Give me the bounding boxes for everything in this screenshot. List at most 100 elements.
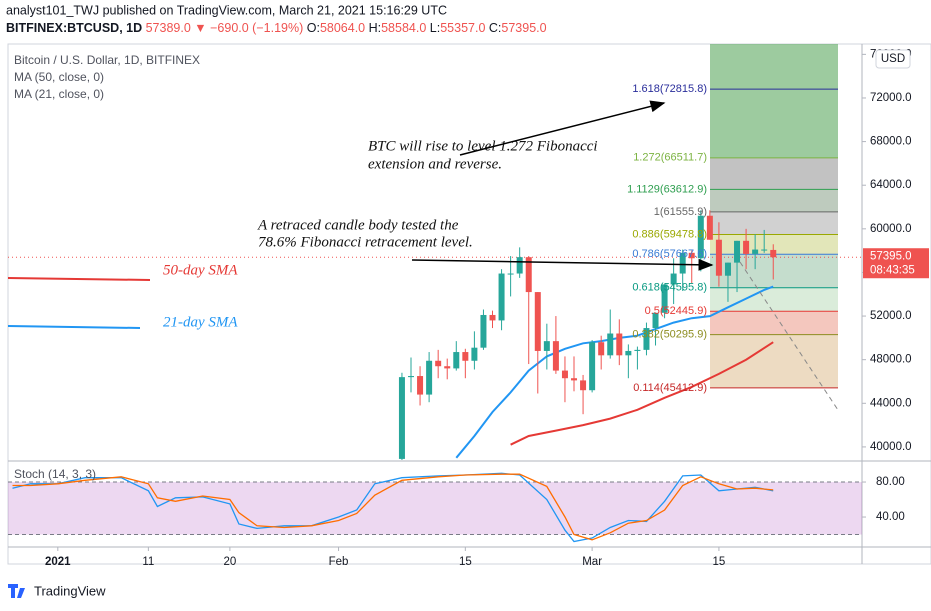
candle-body — [561, 370, 568, 379]
y-tick-label: 44000.0 — [870, 397, 912, 409]
x-tick-label: 11 — [142, 556, 154, 568]
candle-body — [761, 249, 768, 251]
candle-body — [715, 239, 722, 276]
x-tick-label: 15 — [459, 556, 472, 568]
projection-line — [739, 261, 839, 411]
candle-body — [670, 273, 677, 285]
countdown: 08:43:35 — [870, 264, 915, 276]
ohlc-key: H: — [369, 21, 382, 35]
candle-body — [643, 328, 650, 350]
candle-body — [571, 378, 578, 381]
candle-body — [552, 341, 559, 371]
logo-icon — [8, 584, 25, 598]
fib-zone — [710, 157, 838, 190]
last-price-label: 57395.0 — [870, 250, 912, 262]
candle-body — [598, 342, 605, 356]
fib-zone — [710, 211, 838, 235]
currency-button[interactable] — [875, 49, 911, 69]
candle-body — [724, 262, 731, 276]
candle-body — [543, 341, 550, 351]
x-tick-label: Feb — [329, 556, 349, 568]
ohlc-value: 58584.0 — [381, 21, 426, 35]
annotation: 78.6% Fibonacci retracement level. — [258, 234, 473, 250]
fib-label: 0.114(45412.9) — [633, 382, 707, 394]
candle-body — [634, 349, 641, 351]
last-price-box — [863, 248, 929, 279]
annotation: BTC will rise to level 1.272 Fibonacci — [368, 138, 598, 154]
x-tick-label: Mar — [582, 556, 602, 568]
candle-body — [706, 215, 713, 240]
fib-zone — [710, 334, 838, 388]
candle-body — [589, 342, 596, 391]
last: 57389.0 — [146, 21, 191, 35]
axes: 1.618(72815.8) 1.272(66511.7) 1.1129(63612… — [45, 48, 929, 568]
fib-label: 0.886(59478.8) — [632, 228, 707, 240]
annotation: 21-day SMA — [163, 314, 238, 330]
arrow — [459, 100, 666, 156]
annotation: extension and reverse. — [368, 156, 502, 172]
y-tick-label: 64000.0 — [870, 179, 912, 191]
fib-label: 1(61555.9) — [654, 206, 707, 218]
price-pane — [8, 210, 862, 460]
candle-body — [679, 252, 686, 274]
ma-line — [510, 341, 774, 446]
fib-label: 0.618(54595.8) — [632, 282, 707, 294]
candle-body — [616, 333, 623, 356]
fib-label: 0.382(50295.9) — [632, 329, 707, 341]
candle-body — [398, 377, 405, 459]
currency[interactable]: USD — [881, 53, 905, 65]
y-tick-label: 72000.0 — [870, 92, 912, 104]
candle-body — [417, 376, 424, 395]
legend-entry: MA (21, close, 0) — [14, 87, 104, 101]
arrow — [411, 258, 714, 271]
candle-body — [607, 333, 614, 356]
candle-body — [462, 352, 469, 361]
ohlc-key: C: — [489, 21, 502, 35]
fib-label: 1.1129(63612.9) — [627, 183, 707, 195]
fib-zone — [710, 311, 838, 335]
x-tick-label: 15 — [713, 556, 726, 568]
candle-body — [580, 380, 587, 391]
y-tick-label: 68000.0 — [870, 136, 912, 148]
candle-body — [661, 284, 668, 313]
candle-body — [426, 360, 433, 395]
y-tick-label: 40000.0 — [870, 441, 912, 453]
x-tick-label: 20 — [223, 556, 236, 568]
x-tick-label: 2021 — [45, 556, 71, 568]
header-quote: BITFINEX:BTCUSD, 1D 57389.0 ▼ −690.0 (−1… — [6, 21, 547, 35]
ohlc-value: 58064.0 — [320, 21, 365, 35]
fib-zone — [710, 234, 838, 255]
fib-label: 0.786(57667.6) — [632, 248, 707, 260]
y-tick-label: 52000.0 — [870, 310, 912, 322]
y-tick-label: 48000.0 — [870, 354, 912, 366]
candle-body — [489, 314, 496, 321]
y-tick-label: 40.00 — [876, 511, 905, 523]
fib-tool — [710, 44, 838, 389]
sma-sample — [7, 325, 141, 329]
candle-body — [435, 360, 442, 367]
candle-body — [444, 366, 451, 369]
candle-body — [734, 240, 741, 263]
candle-body — [697, 215, 704, 259]
candle-body — [471, 347, 478, 361]
fib-label: 1.618(72815.8) — [632, 83, 707, 95]
stoch-title: Stoch (14, 3, 3) — [14, 467, 96, 481]
candle-body — [498, 273, 505, 321]
symbol: BITFINEX:BTCUSD, 1D — [6, 21, 142, 35]
candle-body — [743, 240, 750, 254]
logo-text: TradingView — [34, 583, 106, 598]
stoch-pane — [8, 472, 862, 543]
ohlc-value: 57395.0 — [501, 21, 546, 35]
legend-entry: MA (50, close, 0) — [14, 70, 104, 84]
y-tick-label: 80.00 — [876, 476, 905, 488]
candle-body — [408, 376, 415, 378]
chart-title: Bitcoin / U.S. Dollar, 1D, BITFINEX — [14, 53, 200, 67]
fib-zone — [710, 89, 838, 158]
stoch-line — [12, 472, 774, 543]
change: ▼ −690.0 (−1.19%) — [194, 21, 303, 35]
ohlc-key: L: — [430, 21, 440, 35]
y-tick-label: 60000.0 — [870, 223, 912, 235]
candle-body — [770, 249, 777, 258]
